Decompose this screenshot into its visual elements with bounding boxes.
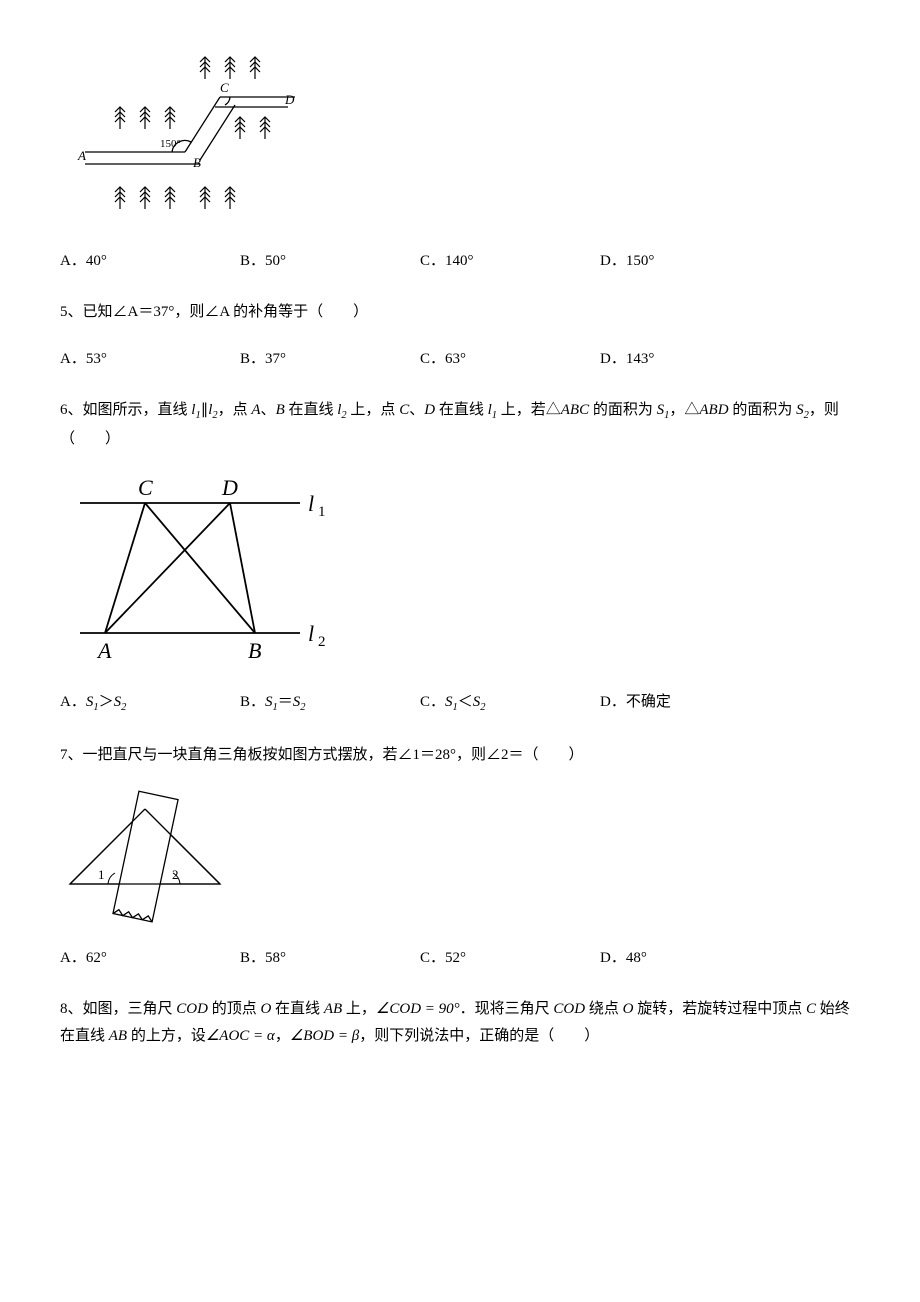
q6-text: 6、如图所示，直线 l1∥l2，点 A、B 在直线 l2 上，点 C、D 在直线… [60, 397, 860, 453]
q7-figure: 1 2 [60, 789, 860, 929]
angle-1-label: 1 [98, 867, 105, 882]
label-A: A [96, 638, 112, 663]
q6-diagram: C D A B l 1 l 2 [60, 473, 340, 673]
q4-option-a[interactable]: A．40° [60, 248, 240, 275]
q6: 6、如图所示，直线 l1∥l2，点 A、B 在直线 l2 上，点 C、D 在直线… [60, 397, 860, 453]
q5-option-b[interactable]: B．37° [240, 346, 420, 373]
q7-option-c[interactable]: C．52° [420, 945, 600, 972]
label-C: C [138, 475, 153, 500]
label-D: D [284, 92, 295, 107]
q7: 7、一把直尺与一块直角三角板按如图方式摆放，若∠1＝28°，则∠2＝（ ） [60, 742, 860, 769]
label-l2-sub: 2 [318, 634, 326, 650]
q5-option-d[interactable]: D．143° [600, 346, 654, 373]
q5-option-a[interactable]: A．53° [60, 346, 240, 373]
q8: 8、如图，三角尺 COD 的顶点 O 在直线 AB 上，∠COD = 90°．现… [60, 996, 860, 1050]
q7-diagram: 1 2 [60, 789, 230, 929]
q5-options: A．53° B．37° C．63° D．143° [60, 346, 860, 373]
q6-figure: C D A B l 1 l 2 [60, 473, 860, 673]
label-A: A [77, 148, 86, 163]
q6-option-b[interactable]: B．S1＝S2 [240, 689, 420, 718]
q5-text: 5、已知∠A＝37°，则∠A 的补角等于（ ） [60, 299, 860, 326]
q7-options: A．62° B．58° C．52° D．48° [60, 945, 860, 972]
q4-option-c[interactable]: C．140° [420, 248, 600, 275]
q6-options: A．S1＞S2 B．S1＝S2 C．S1＜S2 D．不确定 [60, 689, 860, 718]
q5: 5、已知∠A＝37°，则∠A 的补角等于（ ） [60, 299, 860, 326]
label-l2: l [308, 621, 314, 646]
q5-option-c[interactable]: C．63° [420, 346, 600, 373]
label-l1: l [308, 491, 314, 516]
q4-diagram: A B C D 150° [60, 52, 300, 232]
q4-options: A．40° B．50° C．140° D．150° [60, 248, 860, 275]
q4-figure: A B C D 150° [60, 52, 860, 232]
q6-option-c[interactable]: C．S1＜S2 [420, 689, 600, 718]
label-C: C [220, 80, 229, 95]
q6-option-a[interactable]: A．S1＞S2 [60, 689, 240, 718]
q7-option-a[interactable]: A．62° [60, 945, 240, 972]
label-B: B [248, 638, 261, 663]
q7-text: 7、一把直尺与一块直角三角板按如图方式摆放，若∠1＝28°，则∠2＝（ ） [60, 742, 860, 769]
label-B: B [193, 155, 201, 170]
q4-option-d[interactable]: D．150° [600, 248, 654, 275]
q4-option-b[interactable]: B．50° [240, 248, 420, 275]
q7-option-d[interactable]: D．48° [600, 945, 647, 972]
label-l1-sub: 1 [318, 504, 326, 520]
q8-text: 8、如图，三角尺 COD 的顶点 O 在直线 AB 上，∠COD = 90°．现… [60, 996, 860, 1050]
angle-label: 150° [160, 138, 181, 150]
q6-option-d[interactable]: D．不确定 [600, 689, 671, 718]
label-D: D [221, 475, 238, 500]
q7-option-b[interactable]: B．58° [240, 945, 420, 972]
